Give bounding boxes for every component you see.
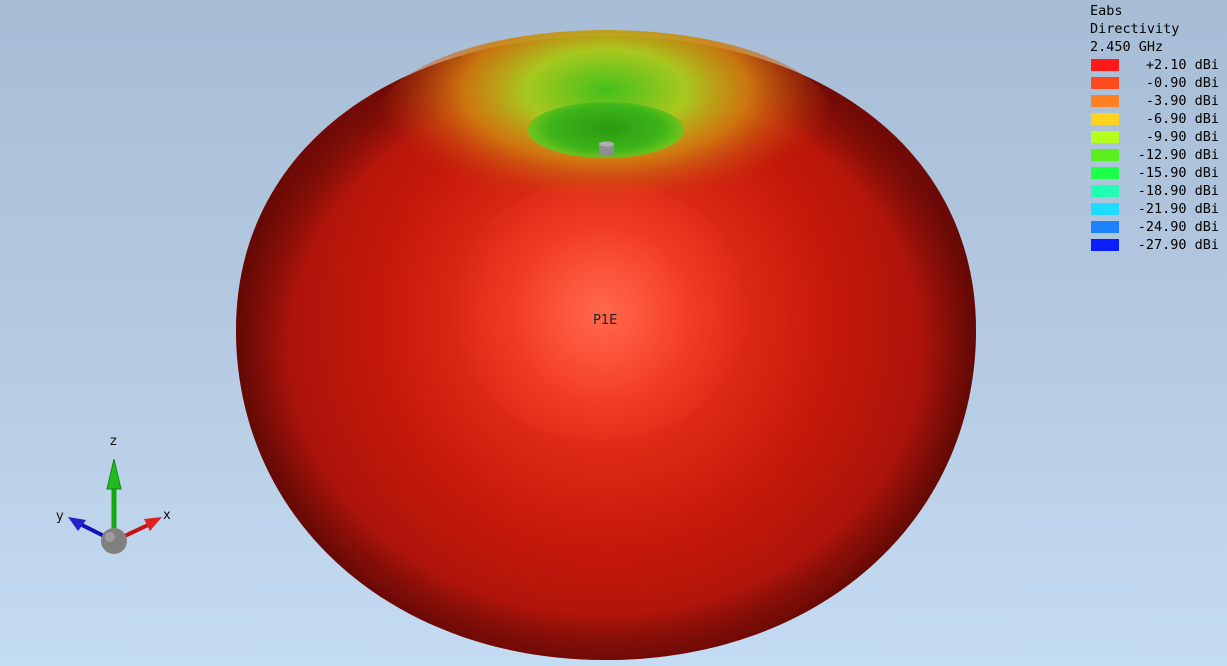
- legend-swatch: [1091, 131, 1119, 143]
- legend-swatch: [1091, 149, 1119, 161]
- legend-entry: -6.90 dBi: [1090, 110, 1225, 128]
- legend-value: -18.90 dBi: [1137, 183, 1219, 199]
- color-legend: Eabs Directivity 2.450 GHz +2.10 dBi -0.9…: [1090, 2, 1225, 254]
- legend-swatch: [1091, 185, 1119, 197]
- legend-entry: -12.90 dBi: [1090, 146, 1225, 164]
- axis-label-z: z: [110, 434, 117, 449]
- axis-label-x: x: [163, 508, 171, 523]
- legend-entry: -18.90 dBi: [1090, 182, 1225, 200]
- legend-value: -3.90 dBi: [1145, 93, 1219, 109]
- axis-origin: [101, 528, 127, 554]
- legend-entry: -0.90 dBi: [1090, 74, 1225, 92]
- legend-entry: -9.90 dBi: [1090, 128, 1225, 146]
- legend-entry: -3.90 dBi: [1090, 92, 1225, 110]
- legend-value: -15.90 dBi: [1137, 165, 1219, 181]
- legend-entry: -24.90 dBi: [1090, 218, 1225, 236]
- antenna-feed: [599, 141, 614, 156]
- pattern-dimple: [528, 102, 684, 158]
- legend-quantity: Eabs: [1090, 3, 1123, 19]
- axis-triad[interactable]: z x y: [40, 425, 190, 565]
- legend-entry: -27.90 dBi: [1090, 236, 1225, 254]
- legend-value: +2.10 dBi: [1145, 57, 1219, 73]
- legend-entry: +2.10 dBi: [1090, 56, 1225, 74]
- legend-value: -24.90 dBi: [1137, 219, 1219, 235]
- legend-value: -12.90 dBi: [1137, 147, 1219, 163]
- legend-value: -21.90 dBi: [1137, 201, 1219, 217]
- legend-swatch: [1091, 167, 1119, 179]
- legend-swatch: [1091, 113, 1119, 125]
- port-label: P1E: [593, 313, 618, 328]
- legend-value: -27.90 dBi: [1137, 237, 1219, 253]
- legend-entry: -15.90 dBi: [1090, 164, 1225, 182]
- legend-type: Directivity: [1090, 21, 1180, 37]
- legend-swatch: [1091, 95, 1119, 107]
- legend-value: -9.90 dBi: [1145, 129, 1219, 145]
- legend-value: -6.90 dBi: [1145, 111, 1219, 127]
- axis-label-y: y: [56, 509, 64, 524]
- legend-frequency: 2.450 GHz: [1090, 39, 1164, 55]
- pattern-highlight: [450, 180, 750, 440]
- legend-value: -0.90 dBi: [1145, 75, 1219, 91]
- legend-entry: -21.90 dBi: [1090, 200, 1225, 218]
- legend-swatch: [1091, 77, 1119, 89]
- legend-swatch: [1091, 59, 1119, 71]
- legend-swatch: [1091, 221, 1119, 233]
- legend-swatch: [1091, 203, 1119, 215]
- legend-swatch: [1091, 239, 1119, 251]
- radiation-pattern: [236, 30, 976, 660]
